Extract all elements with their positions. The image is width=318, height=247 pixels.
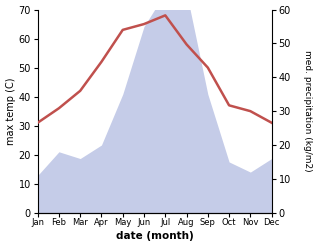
Y-axis label: max temp (C): max temp (C) [5,77,16,145]
X-axis label: date (month): date (month) [116,231,194,242]
Y-axis label: med. precipitation (kg/m2): med. precipitation (kg/m2) [303,50,313,172]
